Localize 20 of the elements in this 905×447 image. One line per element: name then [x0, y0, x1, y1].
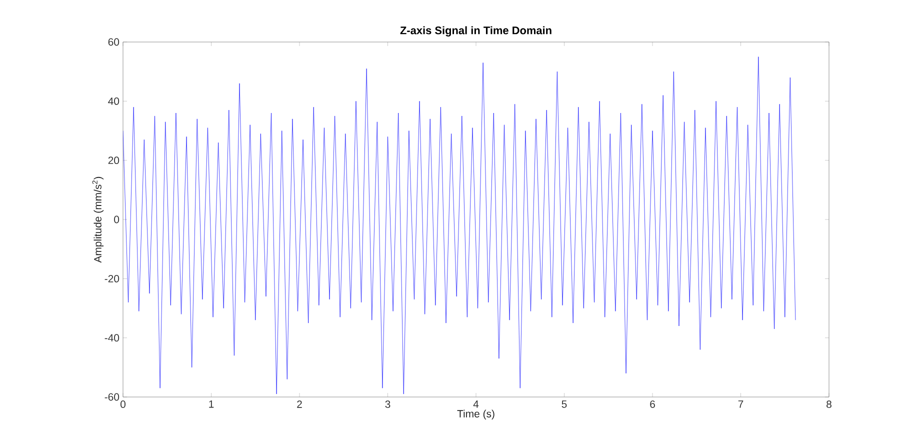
x-tick-label: 3 — [385, 400, 390, 408]
x-tick-label: 2 — [297, 400, 302, 408]
y-tick-label: -20 — [104, 274, 120, 282]
x-tick-label: 5 — [562, 400, 567, 408]
x-axis-title: Time (s) — [457, 410, 494, 420]
x-tick-label: 7 — [738, 400, 744, 408]
x-tick-label: 8 — [826, 400, 832, 408]
y-tick-label: -40 — [104, 334, 120, 342]
x-tick-label: 1 — [209, 400, 214, 408]
x-tick-label: 6 — [650, 400, 655, 408]
y-axis-title: Amplitude (mm/s$^{2}$) — [92, 176, 104, 263]
y-tick-label: 20 — [108, 156, 120, 164]
x-tick-label: 4 — [473, 400, 479, 408]
y-tick-label: -60 — [104, 393, 120, 401]
line-series — [123, 56, 796, 394]
x-tick-label: 0 — [120, 400, 126, 408]
chart-title: Z-axis Signal in Time Domain — [400, 26, 552, 37]
y-tick-label: 0 — [114, 216, 120, 224]
y-tick-label: 60 — [108, 38, 120, 46]
y-tick-label: 40 — [108, 97, 120, 105]
